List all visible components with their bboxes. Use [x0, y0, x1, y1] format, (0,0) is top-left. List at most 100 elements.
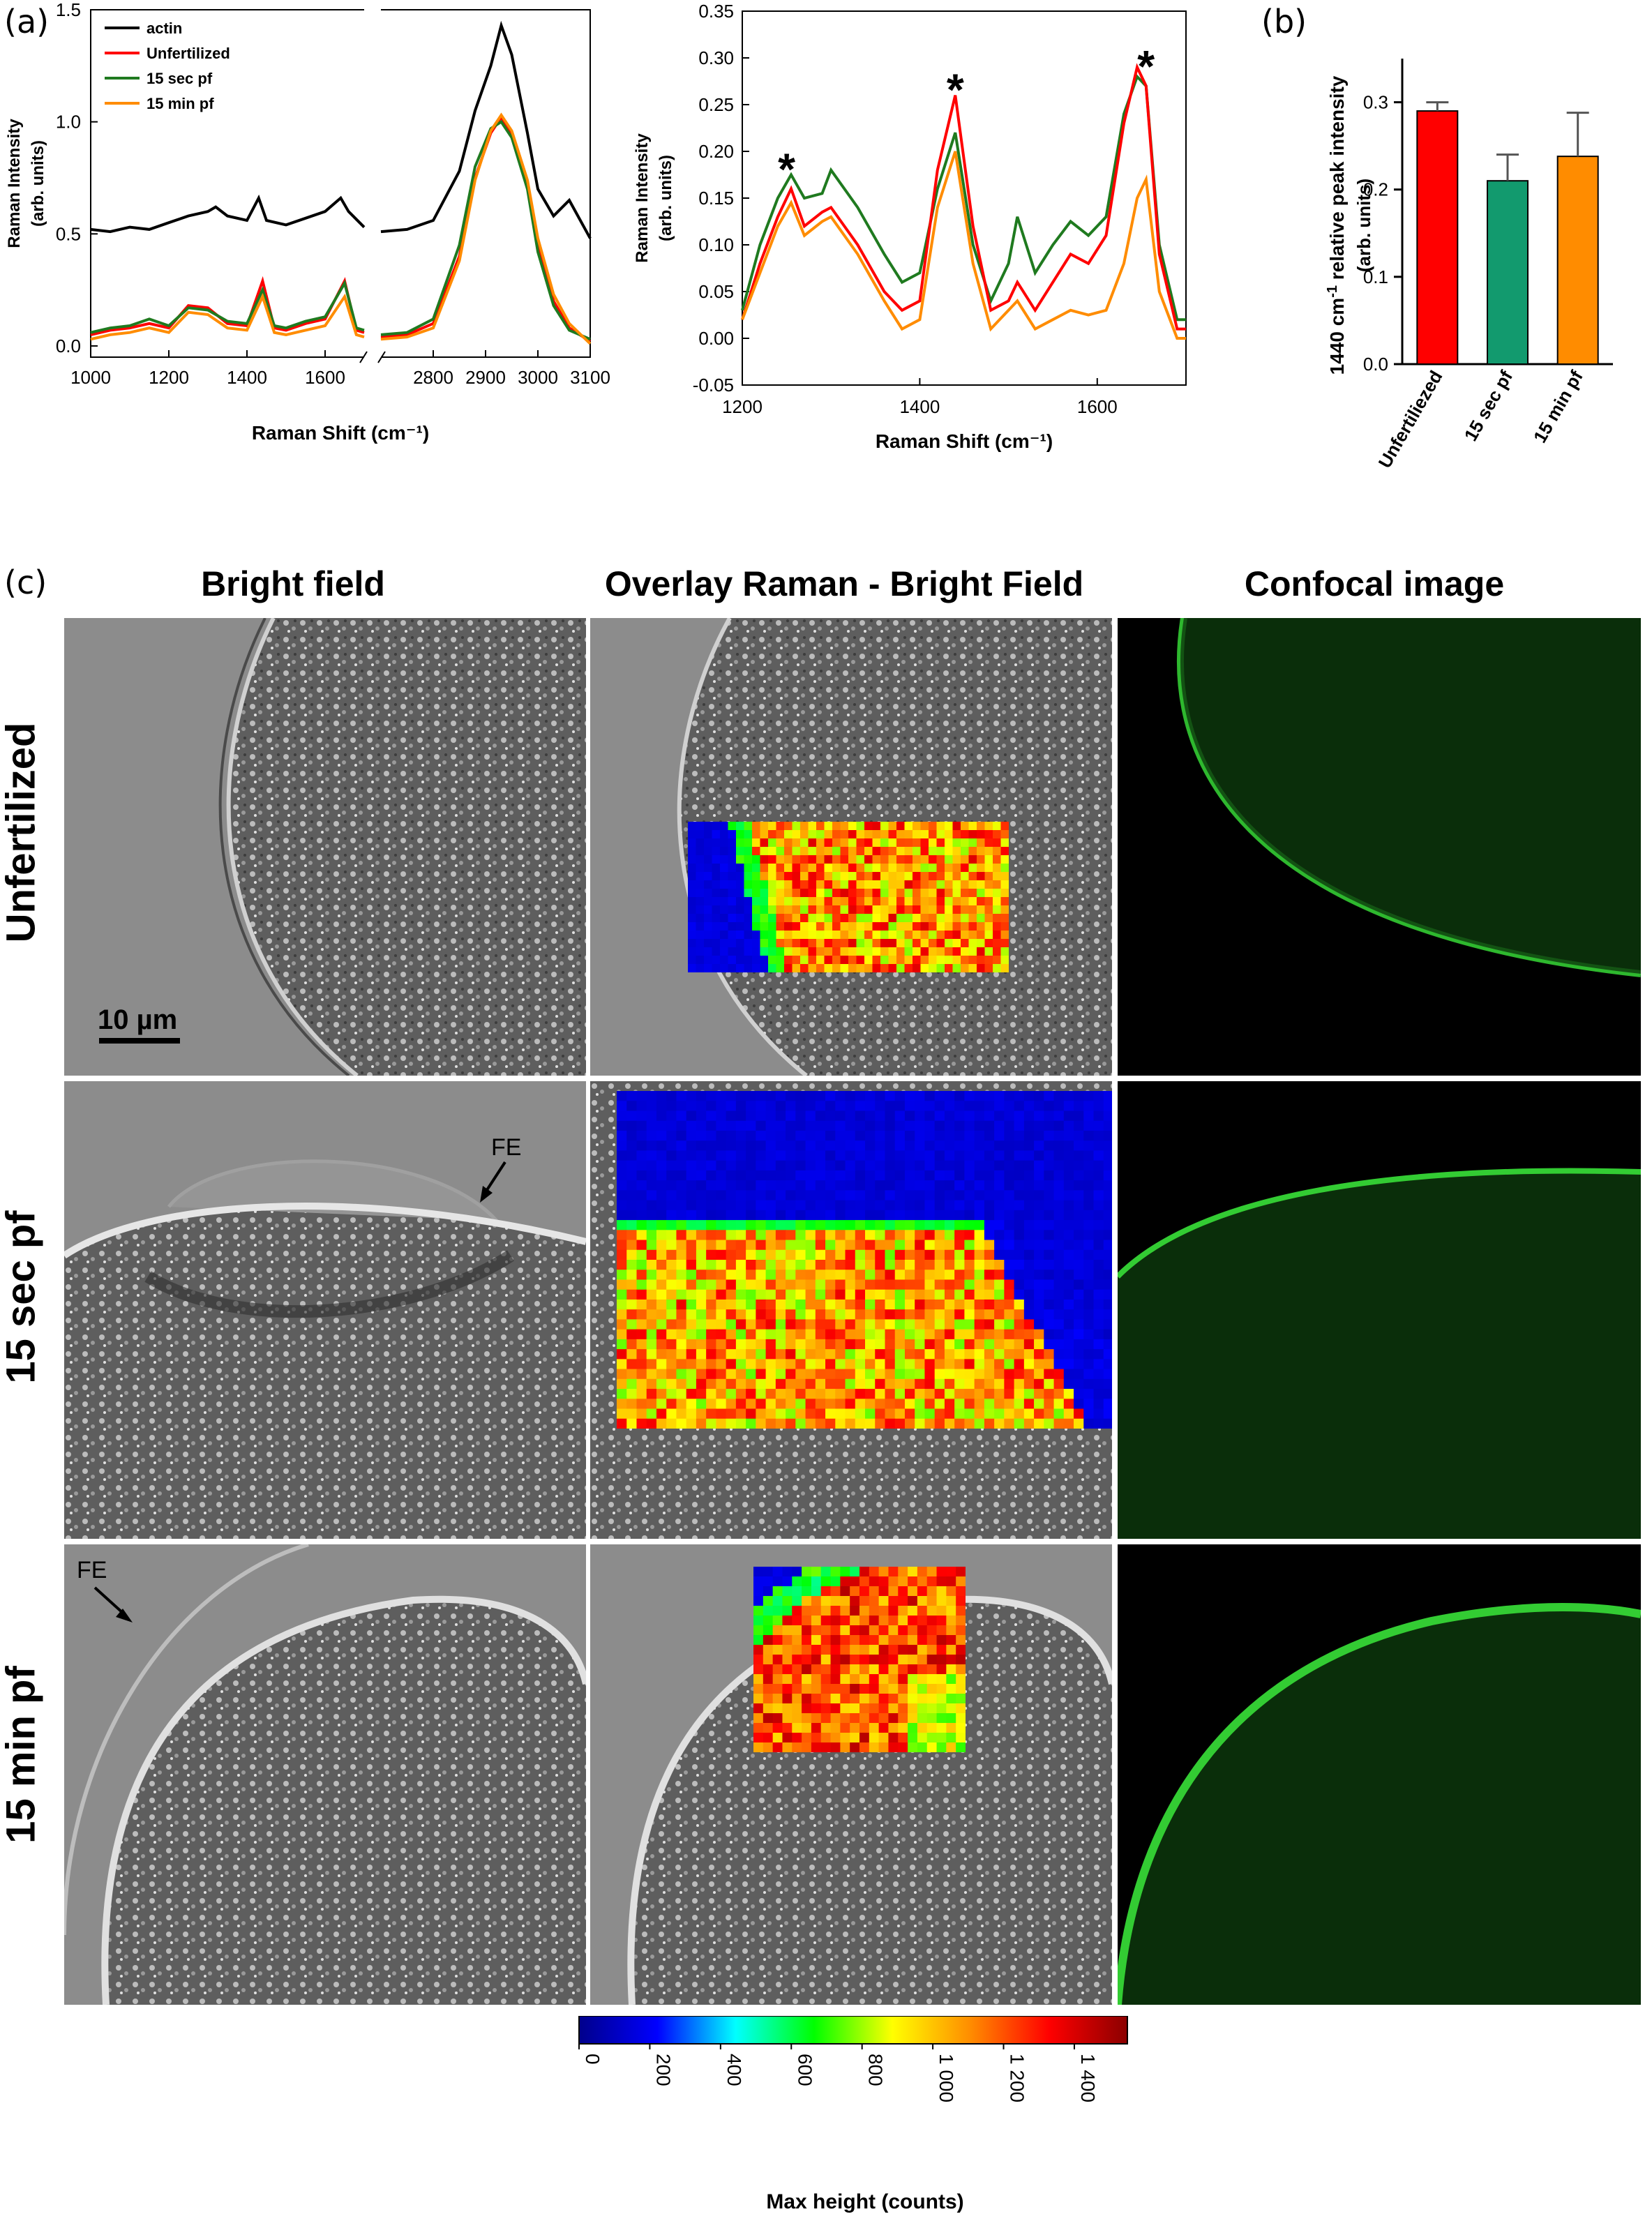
heatmap-cell	[795, 1378, 806, 1390]
heatmap-cell	[805, 1160, 816, 1171]
heatmap-cell	[993, 855, 1001, 864]
heatmap-cell	[977, 939, 985, 948]
heatmap-cell	[805, 1110, 816, 1122]
heatmap-cell	[706, 1240, 716, 1251]
heatmap-cell	[824, 822, 833, 831]
heatmap-cell	[792, 914, 801, 923]
heatmap-cell	[765, 1180, 776, 1191]
heatmap-cell	[984, 1101, 995, 1111]
heatmap-cell	[676, 1230, 687, 1241]
heatmap-cell	[830, 1625, 841, 1636]
heatmap-cell	[865, 1130, 876, 1141]
heatmap-cell	[735, 1210, 746, 1221]
heatmap-cell	[974, 1240, 985, 1251]
heatmap-cell	[835, 1299, 846, 1310]
heatmap-cell	[626, 1299, 637, 1310]
heatmap-cell	[1053, 1408, 1065, 1420]
heatmap-cell	[926, 1723, 938, 1733]
heatmap-cell	[840, 855, 849, 864]
heatmap-cell	[1074, 1309, 1084, 1320]
heatmap-cell	[706, 1270, 716, 1280]
heatmap-cell	[830, 1742, 841, 1752]
heatmap-cell	[815, 1220, 826, 1230]
heatmap-cell	[977, 855, 985, 864]
heatmap-cell	[894, 1200, 906, 1211]
heatmap-cell	[815, 1260, 826, 1270]
column-title-bright-field: Bright field	[201, 564, 385, 603]
heatmap-cell	[716, 1299, 727, 1310]
heatmap-cell	[626, 1339, 637, 1350]
heatmap-cell	[840, 939, 849, 948]
heatmap-cell	[1044, 1378, 1055, 1390]
heatmap-cell	[934, 1150, 945, 1161]
heatmap-cell	[802, 1616, 812, 1626]
heatmap-cell	[917, 1742, 928, 1752]
heatmap-cell	[726, 1270, 737, 1280]
heatmap-cell	[944, 1120, 955, 1131]
heatmap-cell	[626, 1130, 637, 1141]
heatmap-cell	[848, 947, 857, 956]
heatmap-cell	[859, 1596, 870, 1606]
heatmap-cell	[977, 897, 985, 906]
heatmap-cell	[656, 1378, 667, 1390]
heatmap-cell	[815, 1120, 826, 1131]
heatmap-cell	[1063, 1289, 1074, 1300]
heatmap-cell	[845, 1091, 856, 1101]
heatmap-cell	[676, 1369, 687, 1380]
heatmap-cell	[792, 889, 801, 898]
heatmap-cell	[898, 1606, 908, 1616]
heatmap-cell	[855, 1190, 866, 1201]
heatmap-cell	[805, 1190, 816, 1201]
heatmap-cell	[936, 964, 945, 972]
heatmap-cell	[1063, 1190, 1074, 1201]
heatmap-cell	[676, 1140, 687, 1151]
heatmap-cell	[768, 855, 776, 864]
heatmap-cell	[815, 1160, 826, 1171]
heatmap-cell	[820, 1723, 832, 1733]
heatmap-cell	[936, 830, 945, 839]
heatmap-cell	[1103, 1170, 1112, 1181]
heatmap-cell	[936, 1655, 947, 1665]
heatmap-cell	[728, 939, 737, 948]
heatmap-cell	[756, 1230, 767, 1241]
heatmap-cell	[964, 1339, 975, 1350]
heatmap-cell	[1023, 1230, 1035, 1241]
heatmap-cell	[716, 1359, 727, 1370]
heatmap-cell	[1014, 1220, 1025, 1230]
heatmap-cell	[936, 1733, 947, 1743]
heatmap-cell	[993, 897, 1001, 906]
heatmap-cell	[936, 864, 945, 873]
heatmap-cell	[656, 1210, 667, 1221]
overlay-15-sec-pf-image	[590, 1081, 1112, 1539]
heatmap-cell	[735, 1249, 746, 1260]
heatmap-cell	[688, 864, 696, 873]
heatmap-cell	[994, 1160, 1005, 1171]
heatmap-cell	[805, 1260, 816, 1270]
heatmap-cell	[855, 1319, 866, 1330]
heatmap-cell	[994, 1279, 1005, 1290]
heatmap-cell	[936, 914, 945, 923]
heatmap-cell	[696, 1210, 707, 1221]
heatmap-cell	[726, 1399, 737, 1410]
heatmap-cell	[825, 1349, 836, 1360]
heatmap-cell	[636, 1140, 647, 1151]
heatmap-cell	[945, 931, 953, 940]
heatmap-cell	[1004, 1180, 1015, 1191]
heatmap-cell	[994, 1289, 1005, 1300]
heatmap-cell	[811, 1567, 822, 1577]
heatmap-cell	[855, 1220, 866, 1230]
heatmap-cell	[688, 830, 696, 839]
heatmap-cell	[792, 1625, 802, 1636]
heatmap-cell	[736, 897, 744, 906]
heatmap-cell	[786, 1190, 796, 1201]
heatmap-cell	[795, 1200, 806, 1211]
heatmap-cell	[792, 1645, 802, 1655]
heatmap-cell	[885, 1359, 896, 1370]
heatmap-cell	[1063, 1200, 1074, 1211]
heatmap-cell	[888, 855, 897, 864]
heatmap-cell	[878, 1713, 889, 1724]
heatmap-cell	[961, 838, 969, 848]
heatmap-cell	[704, 889, 712, 898]
heatmap-cell	[926, 1703, 938, 1714]
heatmap-cell	[775, 1150, 786, 1161]
